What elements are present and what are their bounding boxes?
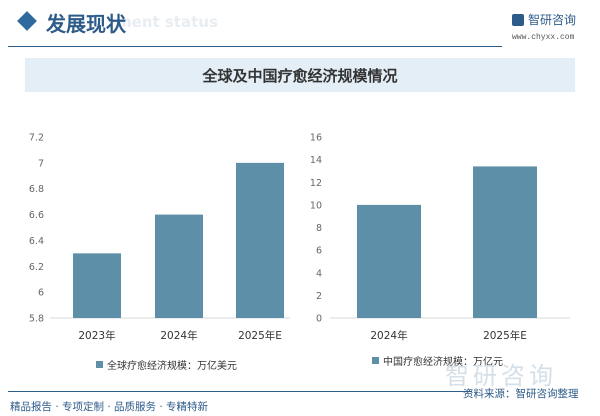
legend-swatch: [96, 361, 103, 368]
y-tick-label: 0: [316, 314, 322, 325]
y-tick-label: 12: [310, 178, 322, 189]
y-tick-label: 6.8: [29, 184, 44, 195]
legend-swatch: [372, 357, 379, 364]
x-tick-label: 2025年E: [238, 329, 282, 342]
y-tick-label: 6.2: [29, 262, 44, 273]
bar: [155, 214, 203, 318]
legend-label: 全球疗愈经济规模：万亿美元: [107, 361, 237, 372]
watermark: 智研咨询: [445, 362, 557, 390]
y-tick-label: 4: [316, 268, 322, 279]
footer-divider: [8, 391, 472, 392]
section-subtitle: ment status: [116, 13, 218, 31]
section-title: 发展现状: [46, 12, 126, 36]
y-tick-label: 6.4: [29, 236, 44, 247]
y-tick-label: 6: [38, 288, 44, 299]
chart-title: 全球及中国疗愈经济规模情况: [25, 58, 575, 92]
y-tick-label: 10: [310, 200, 322, 211]
logo-icon: [512, 13, 524, 26]
brand-url: www.chyxx.com: [512, 33, 575, 42]
bar: [357, 204, 421, 318]
x-tick-label: 2024年: [160, 329, 197, 342]
x-tick-label: 2024年: [370, 329, 407, 342]
y-tick-label: 6: [316, 246, 322, 257]
y-tick-label: 7: [38, 158, 44, 169]
legend-global: 全球疗愈经济规模：万亿美元: [96, 357, 237, 372]
source-note: 资料来源：智研咨询整理: [463, 388, 579, 400]
bar: [73, 253, 121, 318]
x-tick-label: 2023年: [78, 329, 115, 342]
footer-slogan: 精品报告 · 专项定制 · 品质服务 · 专精特新: [10, 401, 209, 413]
x-tick-label: 2025年E: [483, 329, 527, 342]
y-tick-label: 7.2: [29, 133, 44, 144]
bar: [236, 162, 284, 318]
header-divider: [8, 46, 502, 47]
y-tick-label: 8: [316, 223, 322, 234]
y-tick-label: 16: [310, 133, 322, 144]
y-tick-label: 5.8: [29, 314, 44, 325]
bar: [473, 166, 537, 318]
charts-area: 5.8 6 6.2 6.4 6.6 6.8 7 7.2 2023年 2024年 2025年E 0 2 4 6…: [29, 133, 570, 342]
diamond-icon: [17, 11, 37, 31]
legend-label: 中国疗愈经济规模：万亿元: [383, 357, 503, 368]
y-tick-label: 2: [316, 291, 322, 302]
logo-text: 智研咨询: [528, 13, 577, 27]
y-tick-label: 6.6: [29, 210, 44, 221]
y-tick-label: 14: [310, 155, 322, 166]
legend-china: 中国疗愈经济规模：万亿元: [372, 353, 503, 368]
brand-logo: 智研咨询: [512, 11, 576, 28]
